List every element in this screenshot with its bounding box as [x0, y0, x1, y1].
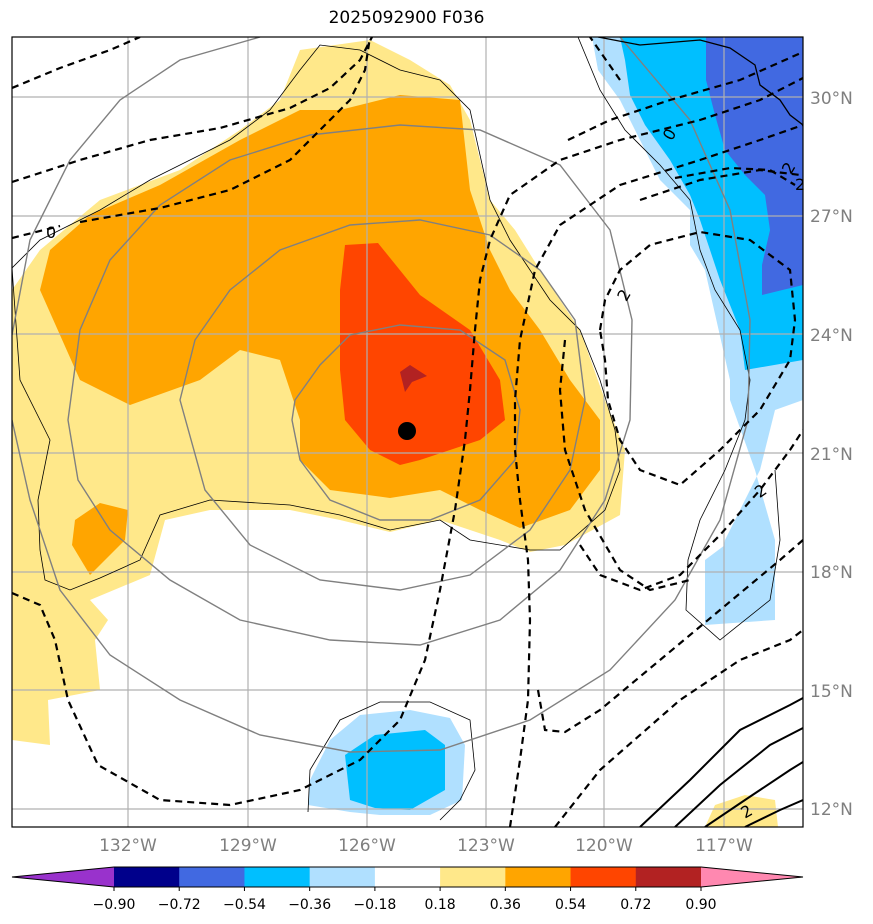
outline-negative-south: [307, 701, 476, 821]
dashed-contour: [674, 166, 796, 186]
colorbar-tick-label: −0.54: [223, 897, 266, 913]
colorbar-tick-label: 0.72: [620, 897, 651, 913]
colorbar-tick-label: −0.18: [353, 897, 396, 913]
solid-contour: [744, 799, 803, 827]
contour-label: 2: [795, 175, 805, 194]
colorbar-tick-label: 0.90: [685, 897, 716, 913]
shade-0.36-0.54-b: [72, 503, 128, 575]
outline-negative-east: [577, 37, 781, 641]
lon-label: 126°W: [338, 836, 396, 856]
colorbar-tick-label: −0.72: [158, 897, 201, 913]
dashed-contour: [579, 429, 803, 592]
colorbar-tick-label: −0.36: [288, 897, 331, 913]
colorbar-segment: [635, 867, 702, 887]
colorbar-segment: [570, 867, 637, 887]
dashed-contour: [12, 37, 141, 90]
lon-label: 132°W: [99, 836, 157, 856]
dashed-contour: [12, 37, 372, 240]
colorbar-segment: [505, 867, 572, 887]
solid-contours: [639, 697, 803, 827]
colorbar-segment: [244, 867, 311, 887]
lon-label: 123°W: [457, 836, 515, 856]
dashed-contour: [558, 339, 691, 592]
shade-0.72-0.90: [400, 365, 427, 392]
lat-label: 24°N: [810, 326, 853, 346]
solid-contour: [674, 727, 803, 827]
shade-neg-0.72-0.54: [706, 37, 803, 295]
plot-area: [12, 37, 803, 827]
dashed-contour: [598, 230, 797, 487]
colorbar-tick-label: 0.36: [490, 897, 521, 913]
colorbar-segment: [440, 867, 506, 887]
lat-label: 18°N: [810, 563, 853, 583]
lat-label: 27°N: [810, 207, 853, 227]
lat-label: 15°N: [810, 682, 853, 702]
lon-label: 129°W: [219, 836, 277, 856]
dashed-contour: [554, 629, 803, 827]
lat-label: 12°N: [810, 800, 853, 820]
coastline: [597, 37, 803, 126]
shade-0.54-0.72: [340, 243, 505, 465]
lat-label: 30°N: [810, 89, 853, 109]
map-title: 2025092900 F036: [328, 8, 485, 28]
shade-neg-0.36-0.18-b: [705, 530, 775, 625]
colorbar-tick-label: 0.18: [425, 897, 456, 913]
solid-contour: [639, 697, 803, 827]
dashed-contour: [639, 168, 801, 202]
dashed-contour: [589, 37, 621, 81]
outline-positive: [12, 44, 621, 591]
contour-label: 0: [46, 223, 56, 242]
ring-4: [12, 37, 751, 753]
colorbar-segment: [374, 867, 441, 887]
lat-label: 21°N: [810, 445, 853, 465]
ring-2: [179, 219, 586, 591]
storm-center-dot: [398, 422, 416, 440]
colorbar-segment: [309, 867, 376, 887]
plot-frame: [11, 36, 804, 828]
latitude-labels: 30°N 27°N 24°N 21°N 18°N 15°N 12°N: [810, 89, 853, 820]
colorbar: −0.90 −0.72 −0.54 −0.36 −0.18 0.18 0.36 0.54 0.7…: [11, 866, 804, 913]
dashed-contours: [12, 37, 803, 827]
colorbar-tick-label: −0.90: [93, 897, 136, 913]
shade-outlines: [12, 37, 781, 821]
colorbar-tick-label: 0.54: [555, 897, 586, 913]
colorbar-extend-max: [701, 867, 803, 887]
lon-label: 117°W: [695, 836, 753, 856]
dashed-contour: [567, 50, 803, 141]
lon-label: 120°W: [575, 836, 633, 856]
colorbar-segment: [114, 867, 180, 887]
ring-1: [291, 324, 521, 521]
colorbar-segment: [179, 867, 245, 887]
longitude-labels: 132°W 129°W 126°W 123°W 120°W 117°W: [99, 836, 753, 856]
solid-contour: [704, 761, 803, 827]
colorbar-extend-min: [12, 867, 114, 887]
ring-3: [67, 124, 633, 646]
gray-rings: [12, 37, 751, 753]
